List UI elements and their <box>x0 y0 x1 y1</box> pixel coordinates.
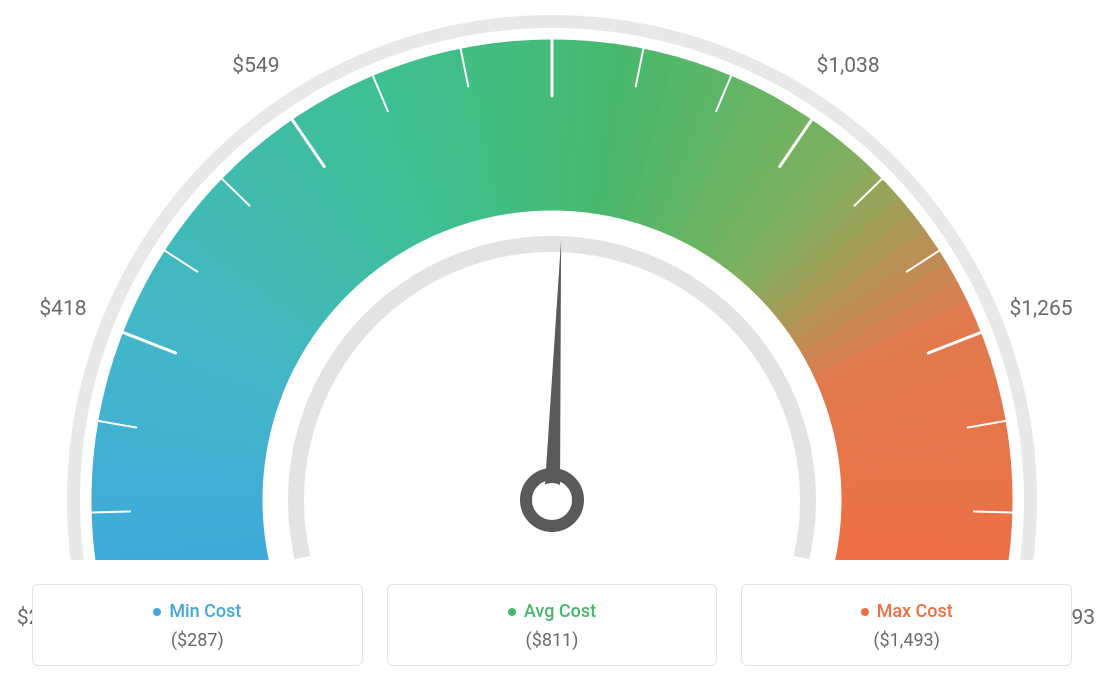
dot-icon <box>153 608 161 616</box>
max-cost-card: Max Cost ($1,493) <box>741 584 1072 667</box>
min-cost-card: Min Cost ($287) <box>32 584 363 667</box>
gauge-svg <box>0 0 1104 560</box>
avg-cost-value: ($811) <box>388 630 717 651</box>
avg-cost-label: Avg Cost <box>524 601 596 622</box>
gauge-tick-label: $549 <box>232 54 279 78</box>
dot-icon <box>861 608 869 616</box>
min-cost-title: Min Cost <box>153 601 241 622</box>
min-cost-value: ($287) <box>33 630 362 651</box>
avg-cost-card: Avg Cost ($811) <box>387 584 718 667</box>
gauge-tick-label: $1,265 <box>1009 297 1072 321</box>
avg-cost-title: Avg Cost <box>508 601 596 622</box>
dot-icon <box>508 608 516 616</box>
legend-cards: Min Cost ($287) Avg Cost ($811) Max Cost… <box>32 584 1072 667</box>
gauge-chart: $287$418$549$811$1,038$1,265$1,493 <box>0 0 1104 560</box>
max-cost-label: Max Cost <box>877 601 953 622</box>
max-cost-title: Max Cost <box>861 601 953 622</box>
min-cost-label: Min Cost <box>169 601 241 622</box>
gauge-tick-label: $418 <box>39 297 86 321</box>
gauge-tick-label: $1,038 <box>817 54 880 78</box>
max-cost-value: ($1,493) <box>742 630 1071 651</box>
